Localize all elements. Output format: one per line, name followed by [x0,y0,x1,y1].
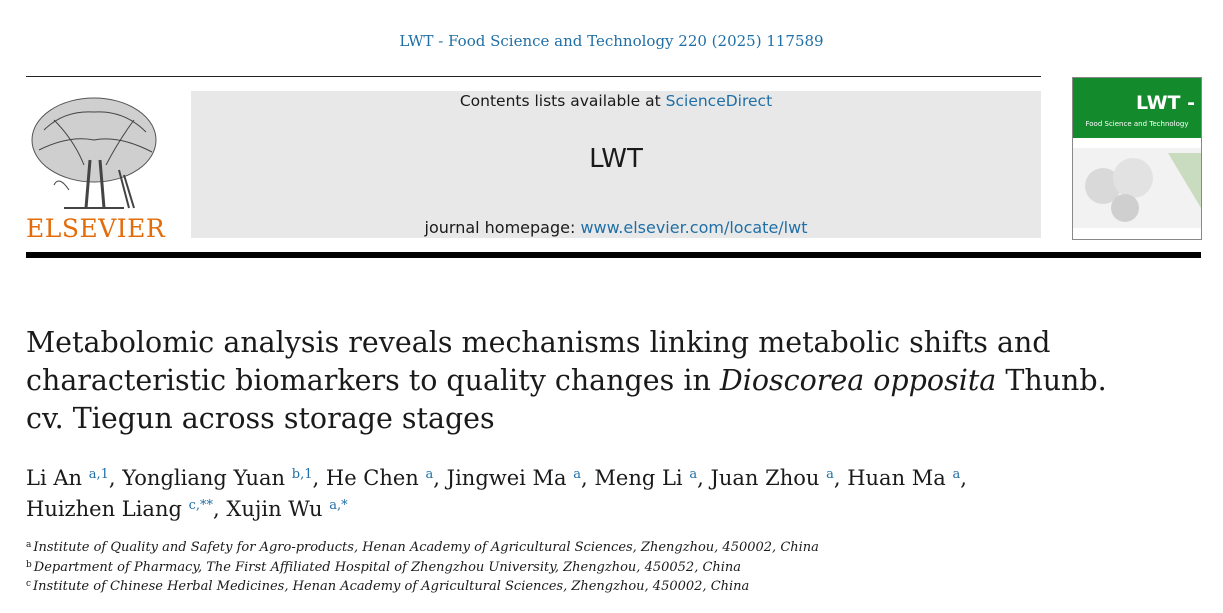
author-affiliation-mark: c,** [188,498,214,513]
cover-subtitle: Food Science and Technology [1085,120,1189,128]
author-affiliation-mark: b,1 [291,467,313,482]
author-affiliation-mark: a [952,467,961,482]
author-affiliation-mark: a [425,467,434,482]
title-species: Dioscorea opposita [719,364,997,397]
author[interactable]: Yongliang Yuan b,1, [122,466,326,490]
article-title: Metabolomic analysis reveals mechanisms … [26,324,1126,438]
author[interactable]: Juan Zhou a, [710,466,848,490]
journal-citation[interactable]: LWT - Food Science and Technology 220 (2… [399,32,824,50]
author-affiliation-mark: a [573,467,582,482]
contents-line: Contents lists available at ScienceDirec… [191,92,1041,110]
title-text-2: Thunb. cv. Tiegun across storage stages [26,364,1107,435]
homepage-prefix: journal homepage: [424,218,581,237]
journal-name: LWT [589,144,643,174]
homepage-line: journal homepage: www.elsevier.com/locat… [191,218,1041,237]
cover-header-band [1073,78,1201,138]
author[interactable]: Jingwei Ma a, [446,466,595,490]
affiliation: c Institute of Chinese Herbal Medicines, … [26,577,1126,597]
title-text-1: Metabolomic analysis reveals mechanisms … [26,326,1051,397]
affiliation-label: b [26,559,32,570]
contents-prefix: Contents lists available at [459,92,666,110]
journal-cover-thumbnail[interactable]: LWT - Food Science and Technology [1072,77,1202,240]
journal-banner [191,91,1041,238]
author[interactable]: Huizhen Liang c,**, [26,497,227,521]
author-affiliation-mark: a [826,467,834,482]
author[interactable]: He Chen a, [325,466,447,490]
author[interactable]: Xujin Wu a,* [226,497,348,521]
author-affiliation-mark: a,* [329,498,348,513]
homepage-link[interactable]: www.elsevier.com/locate/lwt [580,218,808,237]
author[interactable]: Li An a,1, [26,466,123,490]
sciencedirect-link[interactable]: ScienceDirect [665,92,773,110]
author[interactable]: Huan Ma a, [847,466,967,490]
author[interactable]: Meng Li a, [594,466,711,490]
cover-image [1073,148,1201,228]
affiliation-text: Institute of Chinese Herbal Medicines, H… [33,579,750,594]
author-affiliation-mark: a,1 [88,467,109,482]
header-thick-rule [26,252,1201,258]
cover-title: LWT - [1135,92,1195,114]
affiliation: b Department of Pharmacy, The First Affil… [26,558,1126,578]
affiliation-label: c [26,579,32,589]
elsevier-tree-logo[interactable] [24,90,164,242]
header-divider [26,76,1041,77]
affiliation-text: Department of Pharmacy, The First Affili… [33,559,742,575]
affiliation-label: a [26,540,32,550]
affiliation: a Institute of Quality and Safety for Agr… [26,538,1126,558]
affiliation-text: Institute of Quality and Safety for Agro… [33,540,819,555]
elsevier-wordmark: ELSEVIER [26,214,166,243]
affiliation-list: a Institute of Quality and Safety for Agr… [26,538,1126,597]
author-list: Li An a,1, Yongliang Yuan b,1, He Chen a… [26,463,1126,525]
author-affiliation-mark: a [689,467,698,482]
